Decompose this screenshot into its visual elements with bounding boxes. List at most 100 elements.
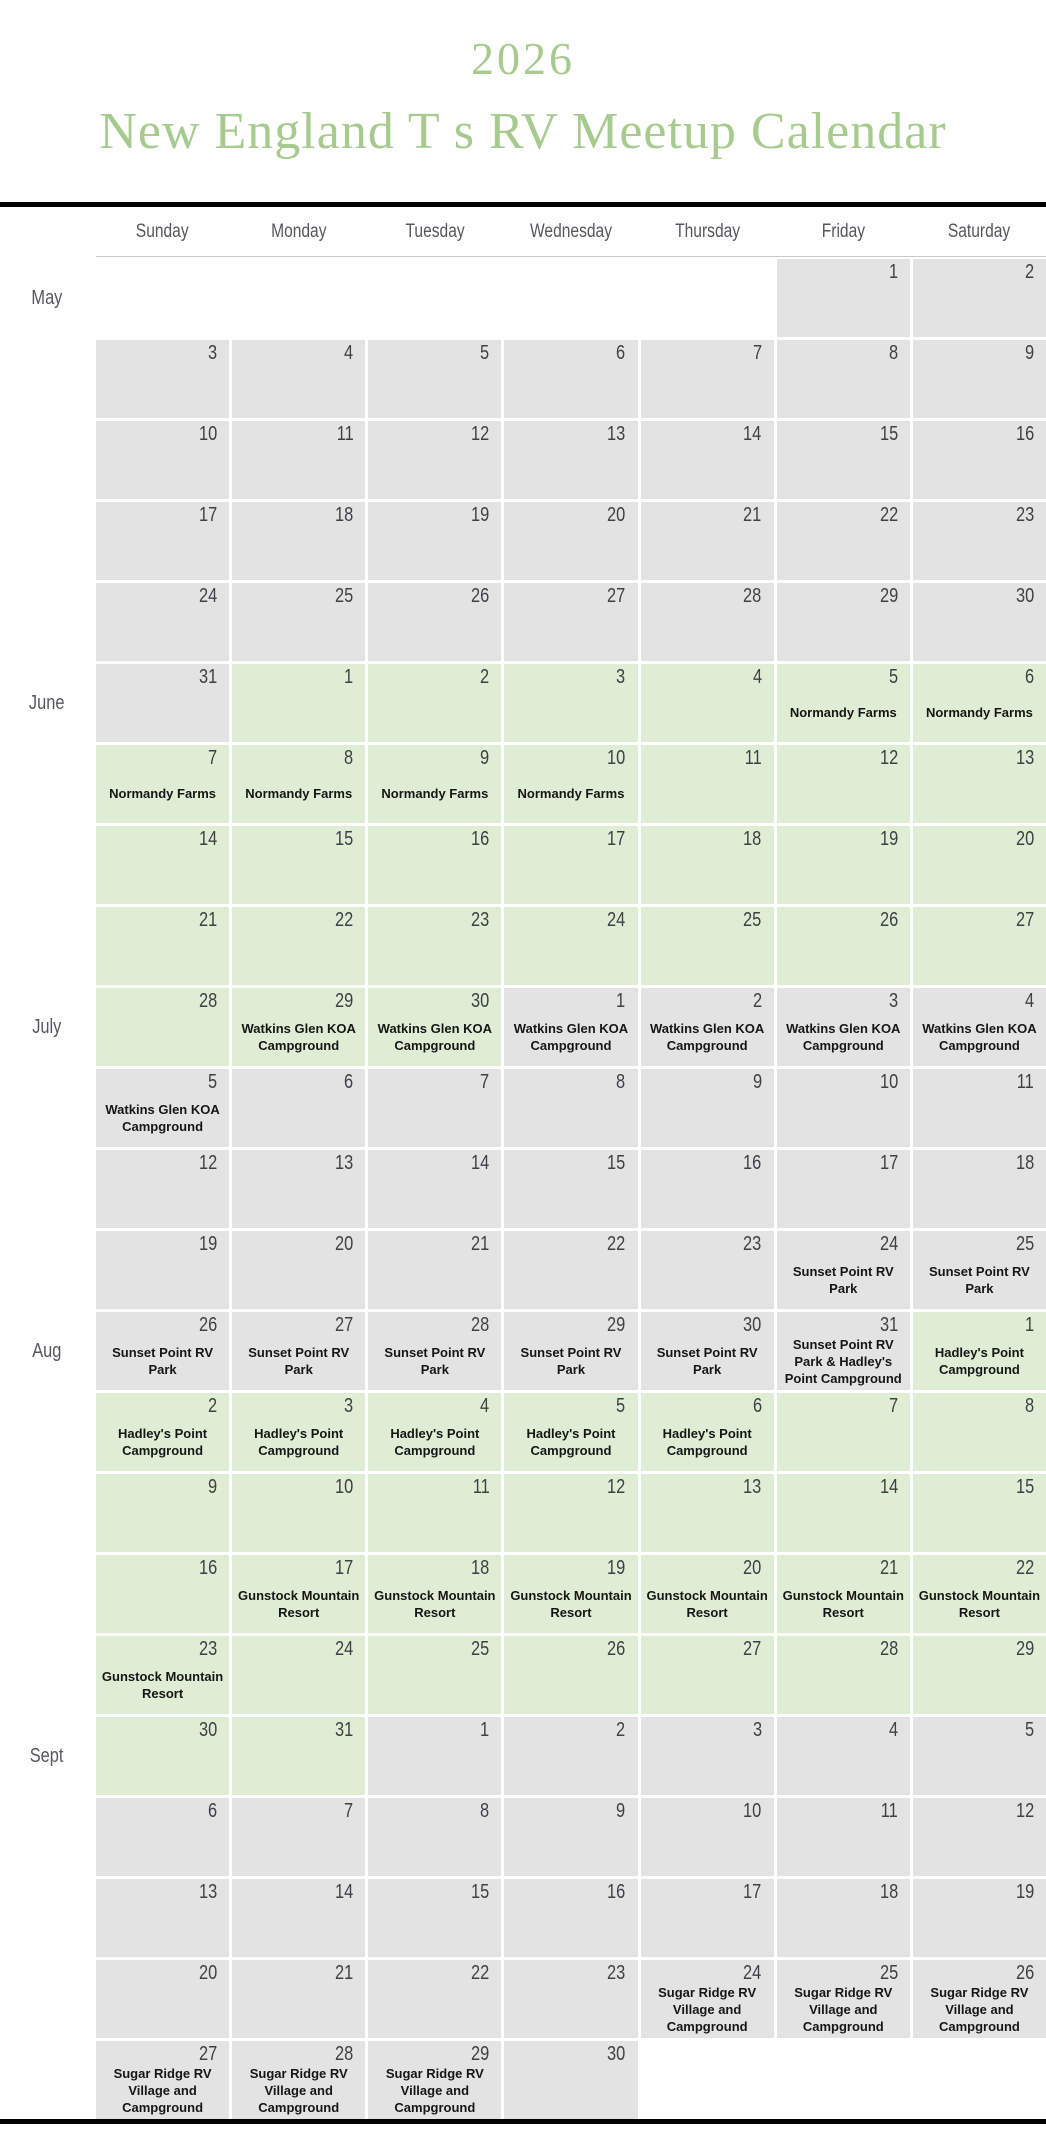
day-cell: 2 Hadley's Point Campground bbox=[96, 1393, 230, 1471]
day-number: 1 bbox=[1024, 1314, 1034, 1336]
day-cell: 31 bbox=[96, 664, 230, 742]
event-label bbox=[101, 688, 224, 740]
event-label bbox=[101, 850, 224, 902]
day-cell: 24 bbox=[96, 583, 230, 661]
event-label bbox=[918, 1093, 1041, 1145]
day-cell: 2 bbox=[368, 664, 502, 742]
day-number: 18 bbox=[1015, 1152, 1034, 1174]
day-number: 13 bbox=[1015, 747, 1034, 769]
day-cell: 23 bbox=[912, 502, 1046, 580]
week-row: 17 18 19 20 21 22 23 bbox=[0, 502, 1046, 580]
day-number: 30 bbox=[471, 990, 490, 1012]
day-cell: 19 bbox=[776, 826, 910, 904]
event-label bbox=[782, 283, 905, 335]
day-cell: 21 bbox=[368, 1231, 502, 1309]
event-label: Normandy Farms bbox=[517, 786, 625, 802]
event-label bbox=[101, 445, 224, 497]
day-number: 19 bbox=[198, 1233, 218, 1255]
day-number: 22 bbox=[471, 1962, 490, 1984]
event-label: Sugar Ridge RV Village and Campground bbox=[930, 1985, 1029, 2035]
day-cell: 28 Sugar Ridge RV Village and Campground bbox=[232, 2041, 366, 2119]
event-label: Normandy Farms bbox=[925, 705, 1033, 721]
day-cell: 2 bbox=[912, 259, 1046, 337]
day-number: 13 bbox=[335, 1152, 354, 1174]
day-cell: 11 bbox=[368, 1474, 502, 1552]
day-cell bbox=[777, 2041, 910, 2119]
day-number: 28 bbox=[335, 2043, 354, 2065]
event-label bbox=[646, 688, 769, 740]
event-label bbox=[782, 1741, 905, 1793]
event-label bbox=[101, 1741, 224, 1793]
day-number: 10 bbox=[743, 1800, 762, 1822]
day-cell: 6 bbox=[232, 1069, 366, 1147]
day-number: 11 bbox=[1016, 1071, 1034, 1093]
day-number: 6 bbox=[616, 342, 626, 364]
day-cell: 12 bbox=[368, 421, 502, 499]
day-cell: 14 bbox=[640, 421, 774, 499]
day-number: 14 bbox=[471, 1152, 490, 1174]
event-label bbox=[509, 526, 632, 578]
day-number: 7 bbox=[480, 1071, 490, 1093]
event-label bbox=[782, 850, 905, 902]
day-cell: 23 bbox=[504, 1960, 638, 2038]
event-label bbox=[509, 1255, 632, 1307]
event-label: Sunset Point RV Park bbox=[520, 1344, 622, 1377]
event-label bbox=[373, 931, 496, 983]
day-number: 31 bbox=[335, 1719, 354, 1741]
day-number: 27 bbox=[607, 585, 626, 607]
event-label bbox=[509, 364, 632, 416]
event-label: Sunset Point RV Park bbox=[112, 1344, 214, 1377]
day-number: 9 bbox=[752, 1071, 762, 1093]
day-number: 19 bbox=[1015, 1881, 1034, 1903]
event-label bbox=[646, 1498, 769, 1550]
day-number: 17 bbox=[335, 1557, 354, 1579]
event-label: Sugar Ridge RV Village and Campground bbox=[249, 2066, 348, 2116]
event-label bbox=[782, 1498, 905, 1550]
day-number: 20 bbox=[743, 1557, 762, 1579]
event-label bbox=[782, 1174, 905, 1226]
event-label bbox=[782, 1903, 905, 1955]
day-cell: 24 Sunset Point RV Park bbox=[776, 1231, 910, 1309]
day-number: 16 bbox=[198, 1557, 218, 1579]
event-label bbox=[373, 1741, 496, 1793]
event-label: Watkins Glen KOA Campground bbox=[922, 1020, 1037, 1053]
event-label bbox=[918, 850, 1041, 902]
day-number: 31 bbox=[198, 666, 218, 688]
day-number: 11 bbox=[336, 423, 354, 445]
event-label bbox=[646, 931, 769, 983]
event-label bbox=[509, 850, 632, 902]
event-label bbox=[101, 1174, 224, 1226]
event-label: Sugar Ridge RV Village and Campground bbox=[794, 1985, 893, 2035]
day-cell: 14 bbox=[96, 826, 230, 904]
day-cell: 1 bbox=[776, 259, 910, 337]
day-number: 3 bbox=[344, 1395, 354, 1417]
week-row: 6 7 8 9 10 11 12 bbox=[0, 1798, 1046, 1876]
event-label bbox=[509, 283, 632, 335]
day-cell: 14 bbox=[368, 1150, 502, 1228]
month-label bbox=[0, 421, 93, 499]
day-cell: 19 bbox=[368, 502, 502, 580]
event-label bbox=[918, 769, 1041, 821]
calendar-body: Sunday Monday Tuesday Wednesday Thursday Frid… bbox=[0, 207, 1046, 2119]
weekday-header: Wednesday bbox=[529, 220, 612, 242]
event-label bbox=[373, 364, 496, 416]
event-label bbox=[373, 283, 496, 335]
weekday-header: Monday bbox=[270, 220, 327, 242]
day-cell: 16 bbox=[640, 1150, 774, 1228]
day-number: 24 bbox=[335, 1638, 354, 1660]
day-number: 18 bbox=[879, 1881, 898, 1903]
day-number: 17 bbox=[743, 1881, 762, 1903]
day-number: 8 bbox=[344, 747, 354, 769]
day-number: 20 bbox=[198, 1962, 218, 1984]
event-label bbox=[509, 1822, 632, 1874]
day-cell: 25 bbox=[232, 583, 366, 661]
day-number: 20 bbox=[607, 504, 626, 526]
day-cell: 6 bbox=[504, 340, 638, 418]
day-number: 14 bbox=[743, 423, 762, 445]
event-label bbox=[237, 1903, 360, 1955]
day-number: 21 bbox=[198, 909, 218, 931]
event-label: Hadley's Point Campground bbox=[526, 1425, 616, 1458]
day-number: 27 bbox=[335, 1314, 354, 1336]
day-number: 10 bbox=[607, 747, 626, 769]
